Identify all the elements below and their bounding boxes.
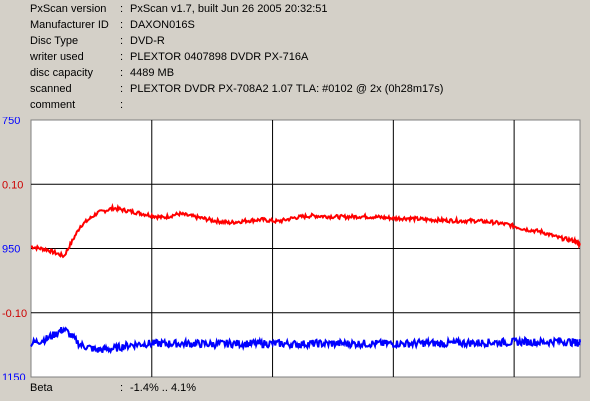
series-line-blue	[30, 326, 581, 355]
info-key: PxScan version	[30, 3, 107, 15]
info-separator: :	[120, 67, 124, 79]
beta-value: -1.4% .. 4.1%	[130, 382, 197, 394]
y-tick-label: 950	[2, 244, 20, 256]
beta-summary: Beta : -1.4% .. 4.1%	[0, 380, 590, 398]
y-tick-label: -0.10	[2, 308, 27, 320]
info-row: PxScan version: PxScan v1.7, built Jun 26…	[0, 3, 590, 18]
info-row: Disc Type: DVD-R	[0, 35, 590, 50]
y-tick-label: 750	[2, 117, 20, 127]
info-value: PxScan v1.7, built Jun 26 2005 20:32:51	[130, 3, 328, 15]
info-separator: :	[120, 83, 124, 95]
info-key: scanned	[30, 83, 72, 95]
info-key: writer used	[30, 51, 84, 63]
info-separator: :	[120, 19, 124, 31]
beta-label: Beta	[30, 382, 53, 394]
info-row: writer used: PLEXTOR 0407898 DVDR PX-716A	[0, 51, 590, 66]
info-separator: :	[120, 51, 124, 63]
info-key: Manufacturer ID	[30, 19, 109, 31]
info-key: comment	[30, 99, 76, 111]
y-tick-label: 0.10	[2, 179, 23, 191]
info-separator: :	[120, 3, 124, 15]
y-tick-label: 1150	[2, 372, 26, 380]
info-separator: :	[120, 35, 124, 47]
info-row: comment:	[0, 99, 590, 114]
info-row: scanned: PLEXTOR DVDR PX-708A2 1.07 TLA: …	[0, 83, 590, 98]
info-value: PLEXTOR DVDR PX-708A2 1.07 TLA: #0102 @ …	[130, 83, 444, 95]
info-row: Manufacturer ID: DAXON016S	[0, 19, 590, 34]
info-key: Disc Type	[30, 35, 79, 47]
info-separator: :	[120, 99, 124, 111]
info-value: PLEXTOR 0407898 DVDR PX-716A	[130, 51, 309, 63]
beta-separator: :	[120, 382, 124, 394]
info-key: disc capacity	[30, 67, 93, 79]
series-line-red	[30, 202, 581, 259]
info-value: DAXON016S	[130, 19, 195, 31]
beta-chart: 750 0.10 950 -0.10 1150	[2, 117, 581, 380]
info-value: 4489 MB	[130, 67, 175, 79]
info-row: disc capacity:4489 MB	[0, 67, 590, 82]
info-value: DVD-R	[130, 35, 165, 47]
